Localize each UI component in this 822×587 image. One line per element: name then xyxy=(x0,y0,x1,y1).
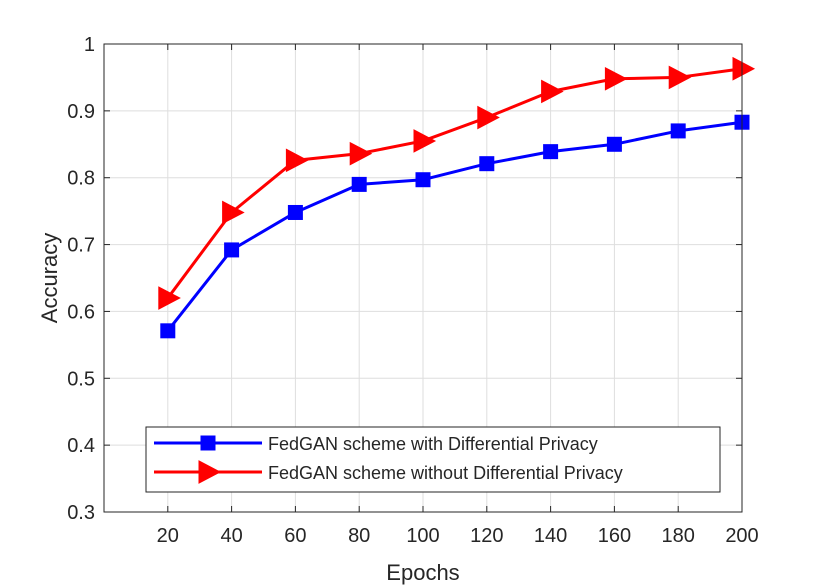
legend-marker xyxy=(200,435,216,451)
y-tick-label: 0.3 xyxy=(67,502,95,524)
legend-item: FedGAN scheme without Differential Priva… xyxy=(154,460,623,484)
tick-labels: 20 40 60 80 100 120 140 160 180 200 0.3 0.4 0.5 0.6 0.… xyxy=(67,34,759,547)
y-tick-label: 0.4 xyxy=(67,435,95,457)
y-tick-label: 0.9 xyxy=(67,101,95,123)
legend-box xyxy=(145,426,721,493)
legend-label: FedGAN scheme with Differential Privacy xyxy=(268,434,598,454)
data-point xyxy=(415,172,431,188)
data-point xyxy=(604,66,628,91)
data-point xyxy=(732,56,756,81)
data-point xyxy=(349,141,373,166)
y-tick-label: 0.8 xyxy=(67,168,95,190)
data-point xyxy=(477,105,500,130)
data-point xyxy=(285,148,309,173)
data-point xyxy=(351,176,367,192)
x-tick-label: 160 xyxy=(598,525,631,547)
plot-frame xyxy=(103,43,743,513)
x-tick-label: 180 xyxy=(662,525,695,547)
legend-label: FedGAN scheme without Differential Priva… xyxy=(268,463,623,483)
series-1 xyxy=(160,114,750,339)
data-point xyxy=(224,242,240,258)
data-point xyxy=(160,323,176,339)
data-point xyxy=(541,79,564,104)
data-point xyxy=(413,129,437,153)
legend: FedGAN scheme with Differential Privacy F… xyxy=(145,426,721,493)
x-axis-label: Epochs xyxy=(386,560,459,585)
x-tick-label: 120 xyxy=(470,525,503,547)
data-point xyxy=(222,200,245,225)
legend-marker xyxy=(198,460,222,484)
data-point xyxy=(670,123,686,139)
y-axis-label: Accuracy xyxy=(37,233,62,323)
x-tick-label: 100 xyxy=(406,525,439,547)
data-point xyxy=(287,204,303,220)
x-tick-label: 140 xyxy=(534,525,567,547)
x-tick-label: 200 xyxy=(725,525,758,547)
y-tick-label: 1 xyxy=(84,34,95,56)
x-tick-label: 80 xyxy=(348,525,370,547)
series-line xyxy=(166,120,743,332)
data-point xyxy=(606,136,622,152)
legend-item: FedGAN scheme with Differential Privacy xyxy=(154,434,598,454)
x-tick-label: 40 xyxy=(220,525,242,547)
data-point xyxy=(543,144,559,160)
data-point xyxy=(158,286,181,310)
y-tick-label: 0.6 xyxy=(67,301,95,323)
series-line xyxy=(166,67,743,299)
x-tick-label: 60 xyxy=(284,525,306,547)
series-layer xyxy=(158,56,756,339)
y-tick-label: 0.7 xyxy=(67,235,95,257)
data-point xyxy=(668,65,692,90)
axis-ticks xyxy=(104,43,743,513)
x-tick-label: 20 xyxy=(157,525,179,547)
data-point xyxy=(479,156,495,172)
y-tick-label: 0.5 xyxy=(67,368,95,390)
series-2 xyxy=(158,56,756,310)
